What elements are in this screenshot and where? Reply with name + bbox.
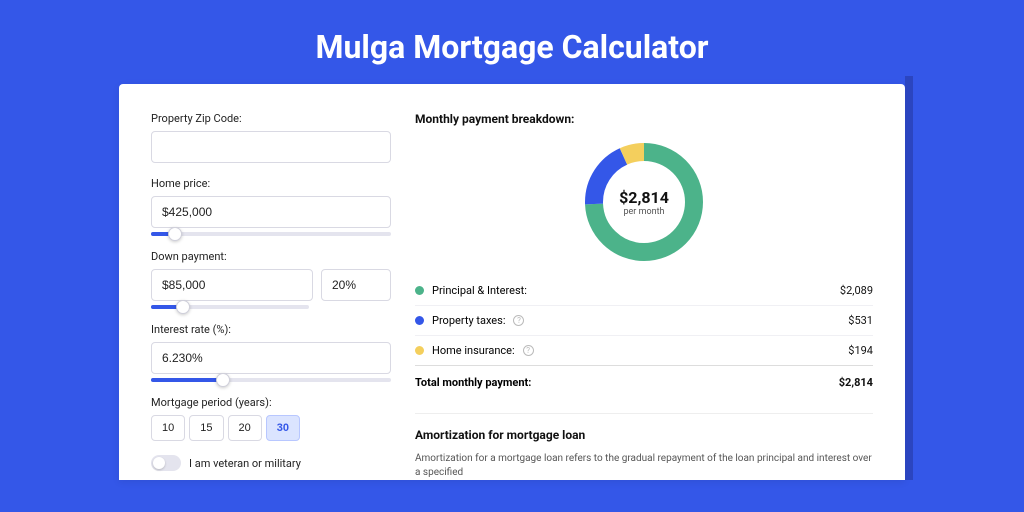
- field-home-price: Home price:: [151, 177, 391, 236]
- legend-label: Principal & Interest:: [432, 284, 527, 297]
- veteran-row: I am veteran or military: [151, 455, 391, 471]
- home-price-label: Home price:: [151, 177, 391, 190]
- donut-amount: $2,814: [619, 188, 669, 207]
- donut-sub: per month: [623, 207, 664, 217]
- amortization-block: Amortization for mortgage loan Amortizat…: [415, 413, 873, 480]
- legend-value: $194: [848, 344, 873, 357]
- home-price-slider[interactable]: [151, 232, 391, 236]
- veteran-toggle[interactable]: [151, 455, 181, 471]
- amortization-text: Amortization for a mortgage loan refers …: [415, 452, 873, 480]
- period-option-15[interactable]: 15: [189, 415, 223, 441]
- legend-dot: [415, 316, 424, 325]
- field-zip: Property Zip Code:: [151, 112, 391, 163]
- period-option-30[interactable]: 30: [266, 415, 300, 441]
- breakdown-panel: Monthly payment breakdown: $2,814 per mo…: [415, 112, 873, 480]
- interest-input[interactable]: [151, 342, 391, 374]
- total-row: Total monthly payment: $2,814: [415, 365, 873, 397]
- legend-dot: [415, 346, 424, 355]
- zip-label: Property Zip Code:: [151, 112, 391, 125]
- period-label: Mortgage period (years):: [151, 396, 391, 409]
- veteran-label: I am veteran or military: [189, 457, 301, 470]
- field-down-payment: Down payment:: [151, 250, 391, 309]
- period-options: 10152030: [151, 415, 391, 441]
- amortization-title: Amortization for mortgage loan: [415, 428, 873, 442]
- breakdown-heading: Monthly payment breakdown:: [415, 112, 873, 126]
- legend-row: Principal & Interest: $2,089: [415, 276, 873, 306]
- legend-label: Home insurance:: [432, 344, 515, 357]
- donut-chart-wrap: $2,814 per month: [415, 136, 873, 276]
- total-value: $2,814: [839, 376, 873, 389]
- legend-row: Home insurance:? $194: [415, 336, 873, 365]
- legend-row: Property taxes:? $531: [415, 306, 873, 336]
- inputs-panel: Property Zip Code: Home price: Down paym…: [151, 112, 391, 480]
- page-title: Mulga Mortgage Calculator: [0, 0, 1024, 84]
- legend-label: Property taxes:: [432, 314, 505, 327]
- field-period: Mortgage period (years): 10152030: [151, 396, 391, 441]
- legend-value: $531: [848, 314, 873, 327]
- info-icon[interactable]: ?: [523, 345, 534, 356]
- interest-label: Interest rate (%):: [151, 323, 391, 336]
- calculator-card: Property Zip Code: Home price: Down paym…: [119, 84, 905, 480]
- down-payment-slider[interactable]: [151, 305, 309, 309]
- total-label: Total monthly payment:: [415, 376, 531, 389]
- home-price-input[interactable]: [151, 196, 391, 228]
- down-payment-percent-input[interactable]: [321, 269, 391, 301]
- donut-chart: $2,814 per month: [584, 142, 704, 262]
- down-payment-amount-input[interactable]: [151, 269, 313, 301]
- donut-center: $2,814 per month: [584, 142, 704, 262]
- zip-input[interactable]: [151, 131, 391, 163]
- interest-slider[interactable]: [151, 378, 391, 382]
- legend-dot: [415, 286, 424, 295]
- field-interest: Interest rate (%):: [151, 323, 391, 382]
- period-option-20[interactable]: 20: [228, 415, 262, 441]
- legend-value: $2,089: [840, 284, 873, 297]
- period-option-10[interactable]: 10: [151, 415, 185, 441]
- info-icon[interactable]: ?: [513, 315, 524, 326]
- down-payment-label: Down payment:: [151, 250, 391, 263]
